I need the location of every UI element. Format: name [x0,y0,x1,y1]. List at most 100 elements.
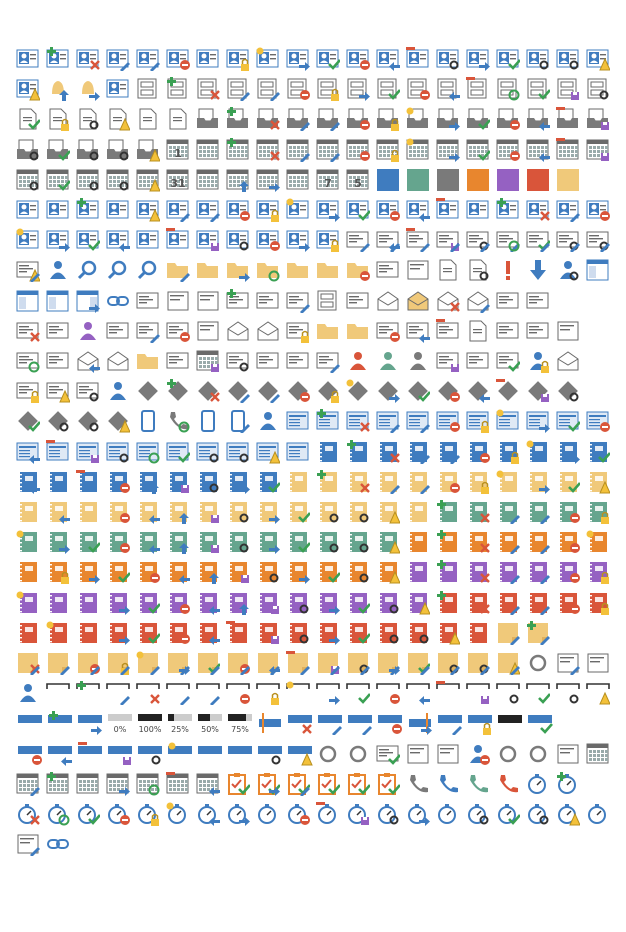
blank-icon [586,289,610,313]
calendar-number-label: 31 [170,177,185,190]
notebook-orange-ok-icon [316,560,340,584]
news-new-icon [496,409,520,433]
magnifier-icon [76,258,100,282]
notebook-sand-lock-icon [466,470,490,494]
color-gray-icon [436,168,460,192]
attachment-page-icon [166,107,190,131]
bar-75-icon: 75% [226,711,254,735]
calendar-timeline-icon [196,168,220,192]
mail-card-icon [136,289,160,313]
window-card-icon [466,349,490,373]
calendar-forward-icon [436,138,460,162]
notebook-blue-ok-icon [256,470,280,494]
list-card-key-icon [556,228,580,252]
bracket-group-icon [496,681,520,705]
diamond-list-icon [226,379,250,403]
notebook-blue-check-icon [586,440,610,464]
mail-card-reply-icon [406,319,430,343]
percent-label: 75% [231,725,249,734]
notebook-red-block-icon [166,621,190,645]
person-block-icon [466,742,490,766]
bar-edit-icon [346,711,374,735]
notebook-teal-key-icon [316,530,340,554]
news-delete-icon [346,409,370,433]
bar-lock-icon [466,711,494,735]
person-badge-add-icon [496,198,520,222]
envelope-note-icon [466,289,490,313]
blank-icon [586,319,610,343]
form-grid-icon [166,289,190,313]
info-list-icon [16,832,40,856]
person-green-icon [376,349,400,373]
mail-card-delete-icon [16,319,40,343]
notebook-teal-reply-icon [136,530,160,554]
bracket-reply-icon [406,681,430,705]
notebook-blue-lock-icon [496,440,520,464]
folder-sync-icon [256,258,280,282]
mail-card-text-icon [166,349,190,373]
note-sand-new-icon [136,651,160,675]
mail-card-at-icon [46,319,70,343]
clipboard-check-icon [226,772,250,796]
diamond-minus-icon [496,379,520,403]
color-purple-icon [496,168,520,192]
contact-card-warning-icon [586,47,610,71]
notebook-sand-group-icon [226,500,250,524]
stopwatch-group-icon [376,802,400,826]
cabinet-check-icon [376,77,400,101]
calendar-week-icon: 7 [316,168,340,192]
list-card-minus-icon [406,228,430,252]
stopwatch-forward-icon [226,802,250,826]
notebook-purple-save-icon [256,591,280,615]
person-card-edit-icon [196,198,220,222]
cabinet-sync-icon [496,77,520,101]
notebook-red-list-icon [496,591,520,615]
page-search-icon [466,258,490,282]
note-sand-block-icon [226,651,250,675]
news-icon [286,409,310,433]
envelope-open-plain-icon [556,349,580,373]
cabinet-forward-icon [346,77,370,101]
notebook-teal-check-icon [76,530,100,554]
mail-card-note-icon [286,289,310,313]
bar-list-box-icon [436,711,464,735]
person-card-remove-icon [226,198,250,222]
notebook-sand-check-icon [556,470,580,494]
mail-card-sync-icon [16,349,40,373]
bar-split-right-icon [406,711,434,735]
bar-sparkle-icon [166,742,194,766]
notebook-sand-plain-icon [406,500,430,524]
tray-list-icon [286,107,310,131]
person-badge-check-icon [76,228,100,252]
bar-check-icon [526,711,554,735]
stopwatch-minus-icon [316,802,340,826]
blank-icon [556,289,580,313]
person-badge-icon [466,198,490,222]
cabinet-add-icon [166,77,190,101]
news-block-icon [586,409,610,433]
bracket-save-icon [466,681,490,705]
note-sand-save-icon [316,651,340,675]
mail-clip-icon [346,289,370,313]
stopwatch-block-icon [286,802,310,826]
notebook-orange-remove2-icon [16,560,40,584]
envelope-sand-icon [406,289,430,313]
note-sand-remove-icon [76,651,100,675]
clipboard-check-ok-icon [316,772,340,796]
stopwatch-ok-icon [496,802,520,826]
tray-reply-icon [526,107,550,131]
notebook-blue-new-icon [526,440,550,464]
tablet-icon [196,409,220,433]
mail-card-plain-icon [46,349,70,373]
diamond-lock-icon [316,379,340,403]
notebook-teal-lock-icon [586,500,610,524]
diamond-new-icon [346,379,370,403]
phone-teal-icon [466,772,490,796]
mail-card-person-icon [256,289,280,313]
cabinet-delete-icon [196,77,220,101]
notebook-purple-list-icon [496,560,520,584]
cabinet-save-icon [556,77,580,101]
bracket-block-icon [376,681,400,705]
notebook-orange-icon [406,530,430,554]
stopwatch-lock-icon [136,802,160,826]
